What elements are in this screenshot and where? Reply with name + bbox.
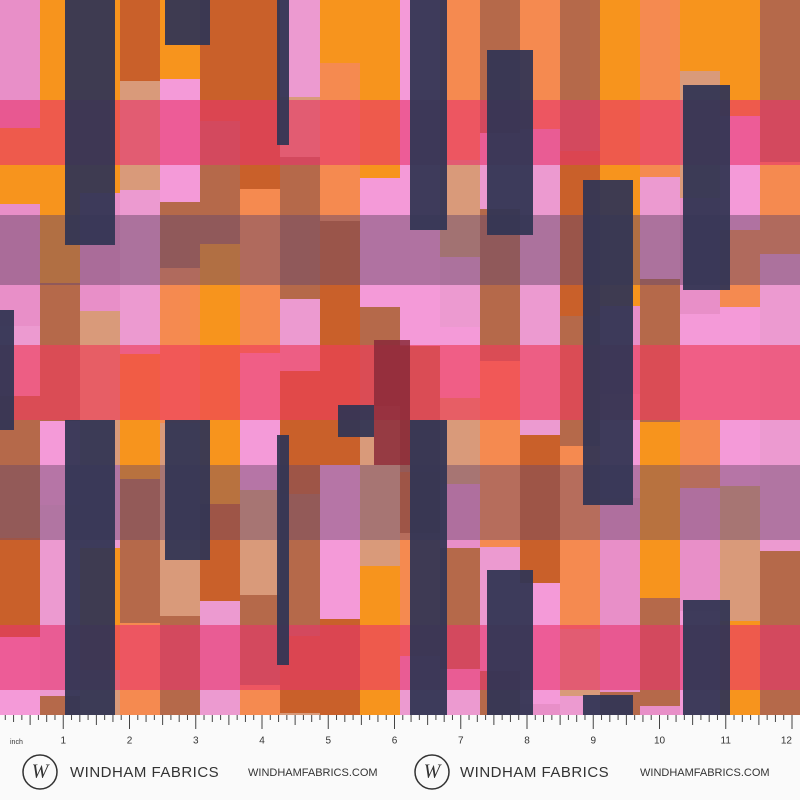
ruler-number: 2 bbox=[127, 736, 133, 747]
fabric-bar bbox=[0, 310, 14, 430]
ruler-number: 12 bbox=[781, 736, 793, 747]
fabric-block bbox=[680, 0, 721, 72]
fabric-bar bbox=[683, 600, 730, 715]
fabric-block bbox=[640, 706, 681, 716]
logo-mark: W bbox=[32, 761, 51, 783]
ruler-number: 3 bbox=[193, 736, 199, 747]
fabric-bar bbox=[165, 420, 210, 560]
fabric-block bbox=[360, 474, 401, 567]
fabric-bar bbox=[487, 570, 533, 715]
ruler-strip bbox=[0, 715, 800, 800]
brand-url: WINDHAMFABRICS.COM bbox=[640, 767, 770, 779]
fabric-block bbox=[0, 538, 41, 638]
brand-name: WINDHAM FABRICS bbox=[70, 764, 219, 781]
fabric-block bbox=[280, 713, 321, 716]
fabric-bar bbox=[277, 435, 289, 665]
fabric-bar bbox=[410, 420, 447, 715]
fabric-band bbox=[0, 215, 800, 285]
fabric-bars bbox=[0, 0, 730, 715]
fabric-bar bbox=[683, 85, 730, 290]
ruler-number: 5 bbox=[325, 736, 331, 747]
fabric-bar bbox=[65, 420, 115, 715]
fabric-block bbox=[320, 465, 361, 549]
fabric-bar bbox=[583, 695, 633, 715]
fabric-bar bbox=[65, 0, 115, 245]
fabric-bar bbox=[277, 0, 289, 145]
fabric-bar bbox=[338, 405, 374, 437]
ruler-number: 1 bbox=[60, 736, 66, 747]
ruler-number: 10 bbox=[654, 736, 666, 747]
ruler-number: 11 bbox=[721, 736, 732, 747]
fabric-band bbox=[0, 100, 800, 165]
ruler-number: 4 bbox=[259, 736, 265, 747]
logo-mark: W bbox=[424, 761, 443, 783]
fabric-block bbox=[120, 479, 161, 624]
brand-block: W WINDHAM FABRICS WINDHAMFABRICS.COM bbox=[414, 754, 770, 790]
fabric-block bbox=[320, 548, 361, 620]
logo-circle bbox=[22, 754, 58, 790]
fabric-block bbox=[320, 0, 361, 64]
fabric-block bbox=[760, 438, 800, 552]
fabric-block bbox=[240, 490, 281, 596]
fabric-block bbox=[640, 0, 681, 86]
ruler-number: 6 bbox=[392, 736, 398, 747]
brand-name: WINDHAM FABRICS bbox=[460, 764, 609, 781]
ruler-unit: inch bbox=[10, 739, 23, 746]
fabric-band bbox=[0, 625, 800, 690]
fabric-block bbox=[520, 435, 561, 584]
fabric-bar bbox=[583, 180, 633, 505]
fabric-block bbox=[374, 340, 410, 465]
ruler-number: 7 bbox=[458, 736, 464, 747]
ruler: 1 2 3 4 5 6 7 8 9 10 11 12 bbox=[4, 715, 793, 747]
ruler-number: 9 bbox=[590, 736, 596, 747]
fabric-block bbox=[640, 422, 681, 599]
fabric-bands bbox=[0, 100, 800, 690]
fabric-bar bbox=[165, 0, 210, 45]
logo-circle bbox=[414, 754, 450, 790]
fabric-block bbox=[680, 488, 721, 612]
fabric-band bbox=[0, 465, 800, 540]
fabric-bar bbox=[410, 0, 447, 230]
brand-url: WINDHAMFABRICS.COM bbox=[248, 767, 378, 779]
brand-block: W WINDHAM FABRICS WINDHAMFABRICS.COM bbox=[22, 754, 378, 790]
ruler-number: 8 bbox=[524, 736, 530, 747]
fabric-block bbox=[240, 685, 281, 716]
fabric-bar bbox=[487, 50, 533, 235]
fabric-block bbox=[720, 486, 761, 622]
fabric-block bbox=[680, 420, 721, 489]
fabric-block bbox=[120, 0, 161, 82]
